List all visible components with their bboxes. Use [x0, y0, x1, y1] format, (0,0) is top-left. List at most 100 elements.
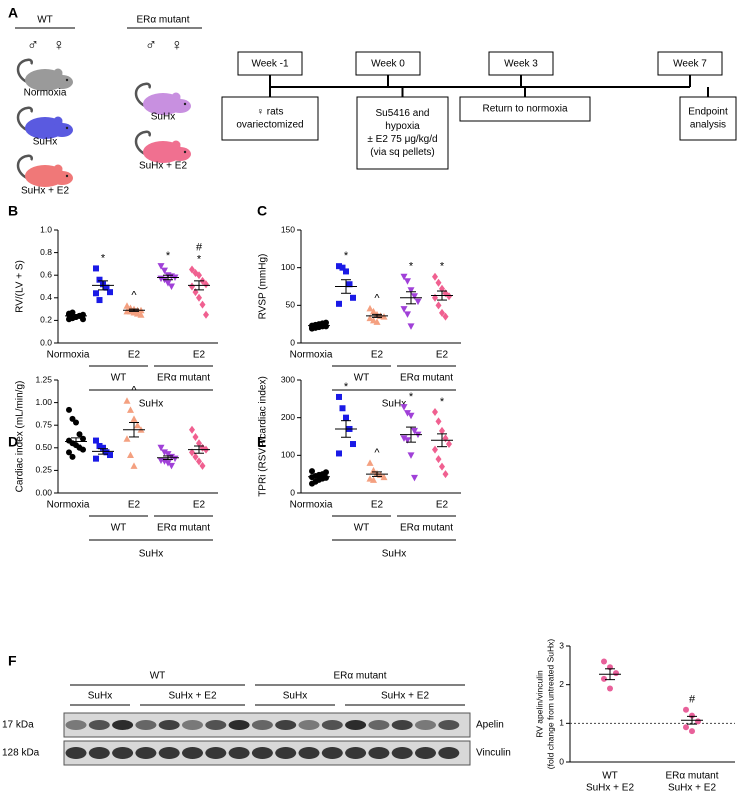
y-tick-label: 100	[281, 450, 295, 460]
condition-label: SuHx + E2	[168, 691, 217, 702]
cohort-label: ERα mutant	[333, 671, 386, 682]
data-point	[157, 444, 165, 452]
event-text: ± E2 75 μg/kg/d	[367, 134, 437, 145]
y-tick-label: 0.75	[35, 419, 52, 429]
data-point	[93, 290, 99, 297]
data-point	[370, 307, 377, 315]
y-tick-label: 150	[281, 224, 295, 234]
data-point	[404, 410, 411, 417]
blot-band	[251, 747, 273, 759]
significance-mark: #	[196, 241, 203, 253]
data-point	[601, 675, 607, 682]
y-tick-label: 0.4	[40, 292, 52, 302]
event-box	[356, 96, 449, 170]
data-point	[127, 451, 134, 459]
data-point	[164, 280, 172, 287]
blot-band	[345, 747, 367, 759]
x-tick-label: E2	[436, 500, 449, 511]
significance-mark: *	[440, 261, 445, 273]
significance-mark: ^	[131, 290, 137, 302]
error-bar	[605, 668, 615, 681]
data-point	[442, 470, 449, 479]
data-point	[93, 265, 99, 272]
error-bar	[372, 471, 382, 477]
data-point	[103, 449, 110, 456]
subgroup-label: WT	[354, 373, 370, 384]
blot-band	[228, 720, 250, 730]
data-point	[107, 289, 113, 296]
y-tick-label: 0	[290, 337, 295, 347]
blot-band	[345, 720, 367, 730]
data-point	[80, 435, 86, 442]
mw-marker: 128 kDa	[2, 748, 40, 759]
data-point	[196, 271, 202, 280]
data-point	[336, 450, 342, 457]
data-point	[80, 316, 86, 323]
data-point	[323, 469, 329, 476]
data-point	[93, 455, 99, 462]
data-point	[323, 319, 329, 326]
sex-symbol: ♂	[145, 37, 157, 54]
data-point	[414, 298, 422, 306]
y-axis-label: RV/(LV + S)	[15, 260, 26, 313]
week-label: Week 7	[673, 59, 707, 70]
data-point	[343, 268, 349, 275]
data-point	[432, 408, 438, 417]
significance-mark: *	[166, 250, 171, 262]
event-box	[459, 96, 591, 122]
data-point	[432, 272, 438, 281]
data-point	[69, 453, 76, 460]
x-tick-label: E2	[371, 500, 384, 511]
subgroup-label: WT	[354, 523, 370, 534]
event-text: Endpoint	[688, 107, 728, 118]
blot-band	[182, 747, 203, 759]
condition-label: SuHx	[283, 691, 307, 702]
y-tick-label: 0.00	[35, 487, 52, 497]
data-point	[695, 718, 701, 725]
data-point	[435, 278, 442, 287]
subgroup-label: ERα mutant	[400, 523, 453, 534]
data-point	[192, 452, 199, 461]
subgroup-label: WT	[111, 523, 127, 534]
x-tick-label: SuHx + E2	[586, 783, 635, 794]
error-bar	[163, 455, 173, 461]
data-point	[404, 311, 411, 318]
y-tick-label: 0.0	[40, 337, 52, 347]
event-box	[221, 96, 319, 141]
error-bar	[71, 437, 81, 446]
y-tick-label: 50	[286, 300, 296, 310]
condition-label: SuHx	[151, 112, 175, 123]
data-point	[339, 405, 346, 412]
blot-band	[205, 747, 227, 759]
x-tick-label: Normoxia	[290, 500, 333, 511]
week-label: Week 3	[504, 59, 538, 70]
y-axis-label: Cardiac index (mL/min/g)	[15, 381, 26, 493]
data-point	[107, 452, 113, 459]
data-point	[196, 439, 202, 448]
data-point	[69, 309, 76, 316]
condition-label: SuHx + E2	[381, 691, 430, 702]
data-point	[123, 435, 131, 442]
data-point	[157, 263, 165, 270]
blot-band	[65, 720, 87, 730]
data-point	[130, 462, 138, 469]
error-bar	[341, 420, 351, 438]
condition-label: SuHx	[88, 691, 112, 702]
data-point	[683, 724, 689, 731]
blot-band	[275, 720, 297, 730]
error-bar	[406, 291, 416, 305]
blot-band	[368, 747, 390, 759]
data-point	[446, 440, 452, 449]
y-tick-label: 0.50	[35, 442, 52, 452]
group-label: SuHx	[139, 549, 163, 560]
panel-label: E	[257, 434, 266, 450]
data-point	[168, 283, 175, 290]
group-label: SuHx	[382, 399, 406, 410]
blot-band	[182, 720, 203, 730]
x-tick-label: SuHx + E2	[668, 783, 717, 794]
data-point	[346, 281, 353, 288]
data-point	[168, 462, 175, 470]
data-point	[407, 412, 415, 420]
data-point	[343, 414, 349, 421]
blot-band	[368, 720, 390, 730]
